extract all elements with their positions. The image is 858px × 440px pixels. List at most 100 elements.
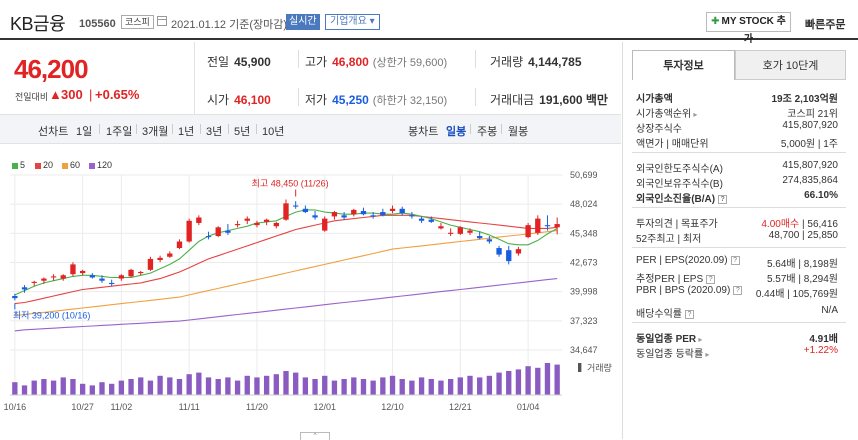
trade-value-label: 거래대금 [490,93,535,107]
candle-body [50,276,57,278]
current-price: 46,200 [14,54,89,84]
info-row-value: 4.91배 [809,330,838,345]
candle-body [244,218,250,221]
volume-bar [167,377,173,395]
candle-body [525,225,531,238]
info-row: 투자의견 | 목표주가 4.00매수 | 56,416 [636,215,838,230]
candle-body [341,215,347,218]
volume-bar [50,380,57,395]
candle-body [506,250,512,262]
volume-bar [99,382,105,395]
candle-chart-tab[interactable]: 봉차트 [408,126,439,138]
info-row-label: PER | EPS(2020.09)? [636,255,740,266]
price-change-percent: +0.65% [95,87,140,102]
legend-swatch [62,162,68,169]
volume-bar [331,380,338,395]
period-monthly[interactable]: 월봉 [508,126,529,138]
candle-body [60,275,66,279]
volume-bar [380,377,386,395]
volume-label: ▍거래량 [578,362,612,373]
help-icon[interactable]: ? [706,274,716,284]
tab-investment-info[interactable]: 투자정보 [632,50,735,80]
volume-bar [89,385,95,395]
period-weekly[interactable]: 주봉 [477,126,498,138]
help-icon[interactable]: ? [685,309,694,319]
open-value: 46,100 [234,93,271,107]
info-row-value: 5.57배 | 8,294원 [767,270,838,285]
value-text: 코스피 21위 [787,109,838,120]
ma60-line [14,230,558,317]
price-chart: 5 20 60 120 50,699 48,024 45,348 42,673 39,9… [0,145,621,439]
value-text: 19조 2,103억원 [771,94,838,105]
candle-body [254,222,260,226]
candle-body [389,208,396,211]
help-icon[interactable]: ? [730,255,740,265]
volume-bar [447,379,454,395]
stock-header: KB금융 105560 코스피 2021.01.12 기준(장마감) 실시간 기… [0,0,858,45]
value-text: N/A [821,305,838,316]
candle-body [263,219,270,222]
volume-bar [70,379,76,395]
max-annotation: 최고 48,450 (11/26) [252,179,329,189]
info-row-label[interactable]: 동일업종 등락률 ▸ [636,349,710,360]
period-3y[interactable]: 3년 [206,126,223,138]
up-triangle-icon: ▲ [49,87,62,102]
volume-label: 거래량 [490,55,524,69]
candle-body [138,272,144,274]
chevron-right-icon: ▸ [703,350,710,359]
period-5y[interactable]: 5년 [234,126,251,138]
x-tick-label: 01/04 [517,402,540,412]
value-text: 5,000원 | 1주 [780,139,838,150]
info-row: 외국인보유주식수(B) 274,835,864 [636,175,838,190]
y-tick-label: 37,323 [570,316,598,326]
candle-body [515,249,522,254]
tab-order-book[interactable]: 호가 10단계 [735,50,846,80]
volume-bar [273,374,279,395]
volume-bar [341,379,347,395]
volume-bar [515,369,522,395]
line-chart-tab[interactable]: 선차트 [38,126,69,138]
info-row: 상장주식수 415,807,920 [636,120,838,135]
period-daily[interactable]: 일봉 [446,126,467,138]
candle-body [234,224,241,226]
period-3m[interactable]: 3개월 [142,126,169,138]
legend-ma60: 60 [62,160,80,170]
period-1y[interactable]: 1년 [178,126,195,138]
period-10y[interactable]: 10년 [262,126,285,138]
quick-order-link[interactable]: 빠른주문 [805,19,846,31]
separator [228,124,229,134]
period-1d[interactable]: 1일 [76,126,93,138]
realtime-button[interactable]: 실시간 [286,14,320,30]
collapse-toggle[interactable]: ⌃ [300,432,330,440]
candle-body [109,282,115,285]
candle-body [409,215,415,217]
candle-body [438,226,444,229]
value-text: +1.22% [803,345,838,356]
info-row-label[interactable]: 시가총액순위 ▸ [636,109,698,120]
volume-bar [293,372,299,395]
quote-volume: 거래량 4,144,785 [490,53,582,70]
info-row-label: 액면가 | 매매단위 [636,139,709,150]
volume-bar [215,379,221,395]
company-overview-button[interactable]: 기업개요 ▾ [325,14,380,30]
period-1w[interactable]: 1주일 [106,126,133,138]
info-row-label[interactable]: 동일업종 PER ▸ [636,334,703,345]
opinion-value: 4.00매수 [761,219,800,230]
separator [99,124,100,134]
volume-bar [157,375,163,395]
date-text: 2021.01.12 기준(장마감) [171,19,288,31]
add-my-stock-button[interactable]: ✚ MY STOCK 추가 [706,12,791,45]
help-icon[interactable]: ? [718,194,728,204]
volume-bar [186,374,192,395]
info-row: 추정PER | EPS? 5.57배 | 8,294원 [636,270,838,285]
volume-bar [176,379,183,395]
info-row-value: 5,000원 | 1주 [781,135,838,150]
candle-body [186,220,192,242]
volume-bar [283,371,289,395]
value-text: 274,835,864 [782,175,838,186]
legend-ma5: 5 [12,160,25,170]
y-tick-label: 42,673 [570,258,598,268]
chevron-right-icon: ▸ [691,110,698,119]
help-icon[interactable]: ? [733,285,743,295]
legend-swatch [12,162,18,169]
